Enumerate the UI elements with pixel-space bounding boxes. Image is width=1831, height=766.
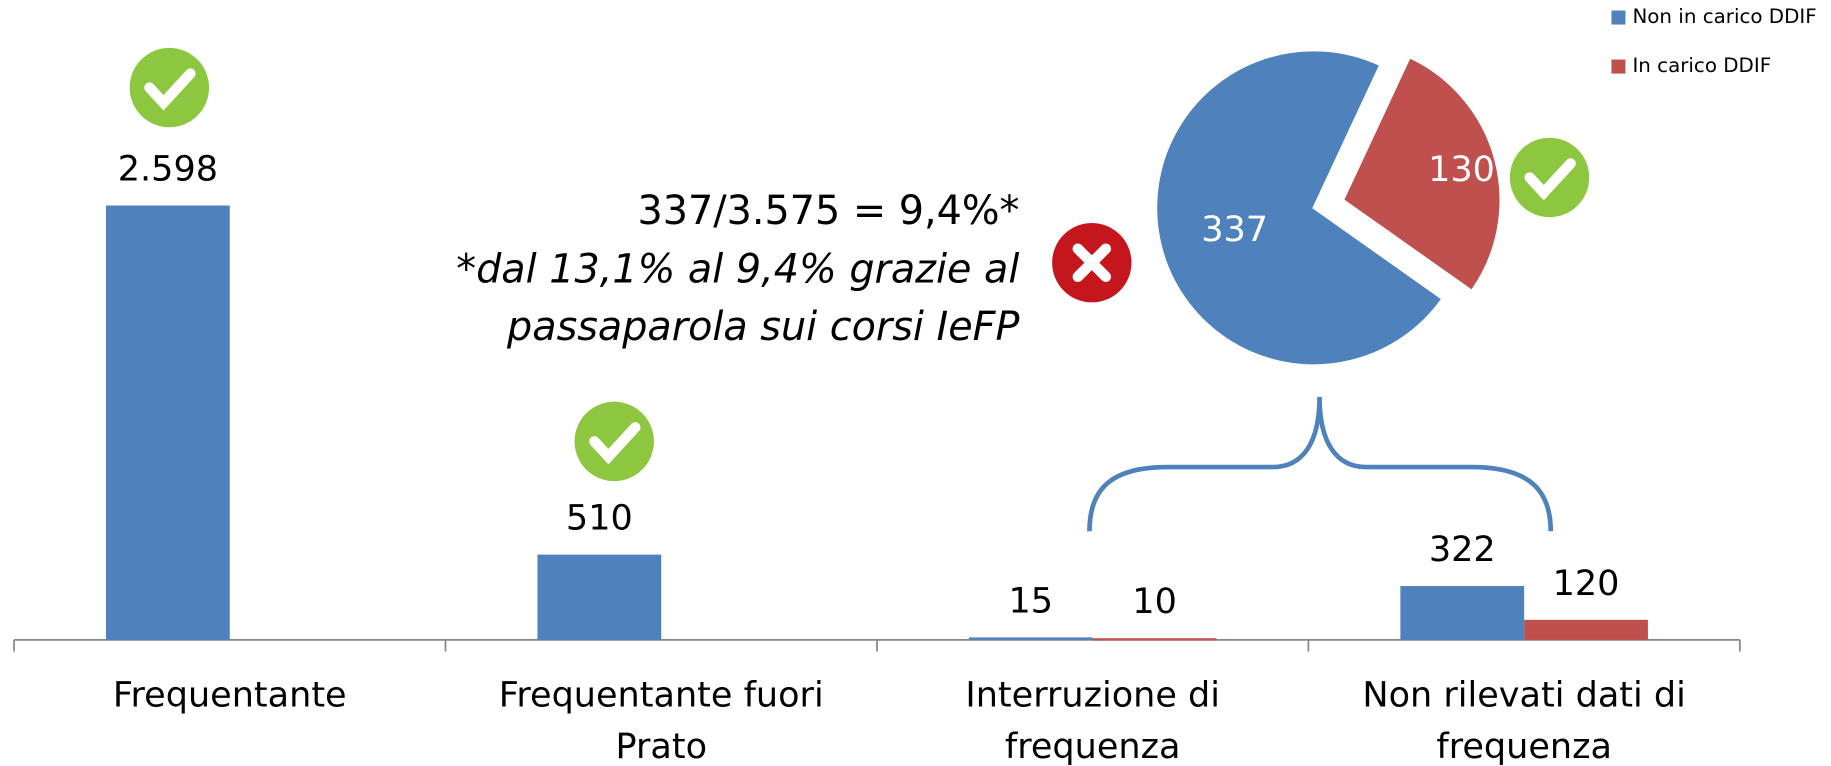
data-label: 322 xyxy=(1429,529,1496,570)
data-label: 510 xyxy=(566,498,633,539)
legend-label: In carico DDIF xyxy=(1632,54,1771,77)
brace xyxy=(1087,397,1554,532)
x-tick-label-text: Non rilevati dati di frequenza xyxy=(1362,674,1686,766)
slice-label: 130 xyxy=(1428,149,1495,190)
x-tick-label: Non rilevati dati di frequenza xyxy=(1362,674,1686,766)
pie-slice xyxy=(1154,49,1445,367)
legend-swatch xyxy=(1611,10,1626,25)
bar xyxy=(1524,619,1648,640)
slice-label: 337 xyxy=(1201,209,1268,250)
note: passaparola sui corsi IeFP xyxy=(506,304,1019,350)
cross-icon xyxy=(1052,223,1132,303)
pie-slice xyxy=(1341,55,1502,293)
x-tick-label: Frequentante fuori Prato xyxy=(498,674,824,766)
x-tick-label-text: Interruzione di frequenza xyxy=(965,674,1221,766)
bar xyxy=(1400,586,1525,640)
bar xyxy=(1092,638,1217,641)
x-tick-label: Interruzione di frequenza xyxy=(965,674,1221,766)
data-label: 120 xyxy=(1553,563,1620,604)
bar xyxy=(537,554,662,640)
data-label: 10 xyxy=(1132,581,1177,622)
legend-label: Non in carico DDIF xyxy=(1632,5,1816,28)
data-label: 2.598 xyxy=(118,148,218,189)
check-icon xyxy=(574,401,654,482)
x-tick-label-text: Frequentante fuori Prato xyxy=(498,674,824,766)
bar xyxy=(968,637,1093,640)
check-icon xyxy=(129,47,210,128)
bar xyxy=(106,205,230,640)
note: *dal 13,1% al 9,4% grazie al xyxy=(456,247,1019,293)
x-tick-label-text: Frequentante xyxy=(112,674,347,716)
check-icon xyxy=(1509,137,1590,218)
annotation: 337/3.575 = 9,4%* xyxy=(638,188,1020,234)
legend-swatch xyxy=(1611,59,1626,74)
x-tick-label: Frequentante xyxy=(112,674,347,716)
data-label: 15 xyxy=(1009,580,1054,621)
